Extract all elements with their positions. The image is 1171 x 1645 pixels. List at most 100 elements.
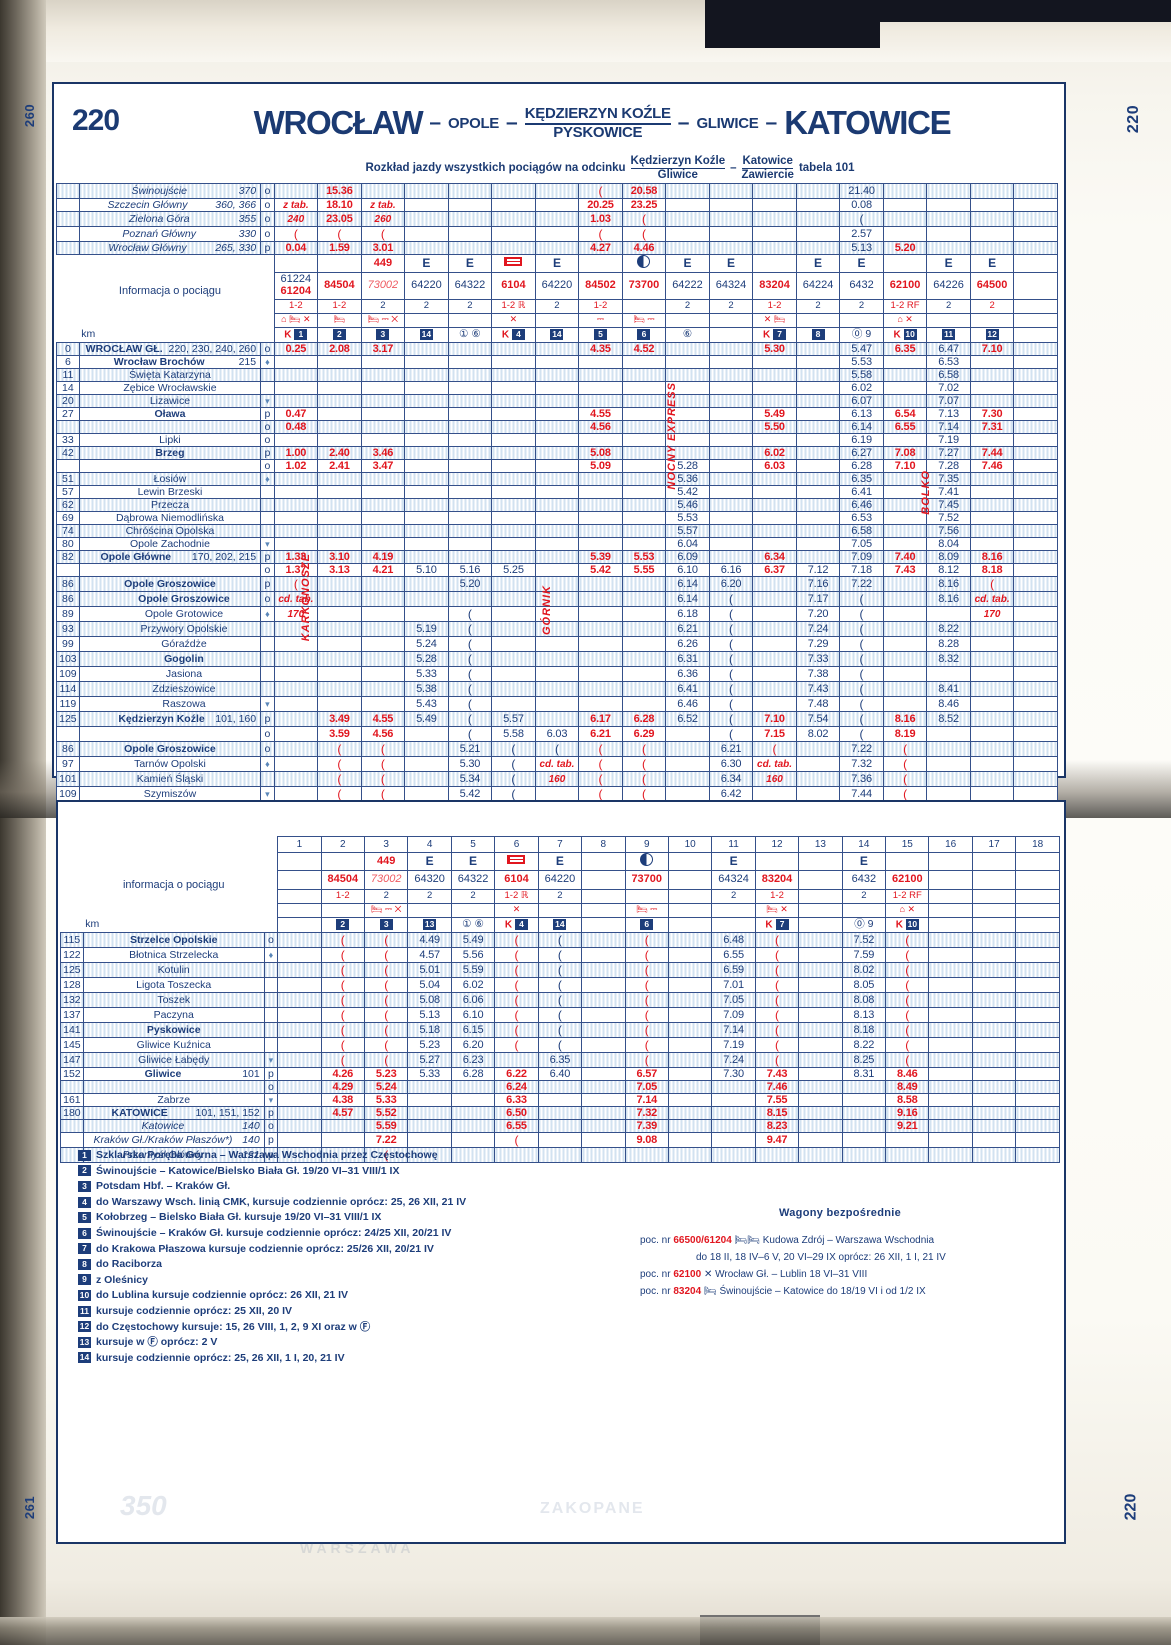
train-note-cell[interactable]: 5 [578,326,623,343]
train-number-cell[interactable]: 62100 [885,869,930,890]
train-note-cell[interactable]: 2 [320,916,366,933]
train-note-cell[interactable]: 14 [404,326,449,343]
train-note-cell[interactable]: K 4 [494,916,539,933]
train-number-cell[interactable]: 6104 [491,271,536,300]
train-number-cell[interactable] [277,869,322,890]
train-note-cell[interactable]: K 1 [273,326,319,343]
train-note-cell[interactable] [971,916,1017,933]
train-note-cell[interactable] [798,916,843,933]
train-number-cell[interactable]: 73002 [363,869,409,890]
time-value: 6.42 [720,787,742,800]
train-note-cell[interactable]: K 10 [885,916,930,933]
train-note-cell[interactable]: K 4 [491,326,536,343]
train-note-cell[interactable]: ① ⑥ [447,326,493,343]
time-cell [665,380,710,395]
train-number-cell[interactable]: 73700 [621,271,667,300]
footnote-marker[interactable]: 12 [985,328,999,340]
train-number-cell[interactable]: 64322 [447,271,493,300]
footnote-marker[interactable]: 3 [376,328,390,340]
train-note-cell[interactable] [277,916,322,933]
train-number-cell[interactable] [1013,271,1058,300]
train-number-cell[interactable]: 64324 [708,271,754,300]
train-note-cell[interactable]: ⓪ 9 [839,326,884,343]
train-note-cell[interactable]: 14 [534,326,580,343]
footnote-marker[interactable]: 8 [811,328,825,340]
footnote-marker[interactable]: 7 [773,328,787,340]
train-note-cell[interactable]: ⓪ 9 [841,916,887,933]
train-number-cell[interactable]: 64226 [926,271,971,300]
train-number-cell[interactable]: 84504 [317,271,362,300]
train-note-cell[interactable]: 12 [969,326,1015,343]
train-note-cell[interactable]: 6 [621,326,667,343]
train-note-cell[interactable]: 11 [926,326,971,343]
train-note-cell[interactable] [1015,916,1060,933]
train-note-cell[interactable]: 8 [795,326,841,343]
train-number-cell[interactable]: 83204 [752,271,797,300]
train-note-cell[interactable]: K 10 [882,326,928,343]
train-number-cell[interactable]: 64500 [969,271,1015,300]
footnote-marker[interactable]: 7 [775,918,789,930]
footnote-marker[interactable]: 3 [379,918,393,930]
time-cell: 7.31 [969,419,1015,434]
train-number-cell[interactable]: 61224 61204 [273,271,319,300]
train-number-cell[interactable] [581,869,626,890]
train-note-cell[interactable] [711,916,756,933]
train-number-cell[interactable] [798,869,843,890]
no-stop-cell: ( [839,725,884,742]
train-note-cell[interactable] [928,916,973,933]
train-number-cell[interactable]: 64224 [795,271,841,300]
footnote-marker[interactable]: 11 [942,328,956,340]
footnote-marker[interactable]: 10 [903,328,917,340]
train-note-cell[interactable] [667,916,713,933]
footnote-marker[interactable]: 6 [637,328,651,340]
footnote-marker[interactable]: 14 [419,328,433,340]
footnote-marker[interactable]: 2 [332,328,346,340]
train-number-cell[interactable] [971,869,1017,890]
train-number-cell[interactable]: 62100 [882,271,928,300]
train-number-cell[interactable]: 64222 [665,271,710,300]
footnote-marker[interactable]: 6 [640,918,654,930]
time-cell [928,1105,973,1120]
train-number-cell[interactable] [1015,869,1060,890]
train-number-cell[interactable]: 6432 [841,869,887,890]
train-note-cell[interactable]: 6 [624,916,669,933]
train-number-cell[interactable]: 64220 [537,869,583,890]
train-note-cell[interactable] [581,916,626,933]
train-number-cell[interactable]: 83204 [754,869,800,890]
footnote-marker[interactable]: 5 [593,328,607,340]
train-note-cell[interactable]: ⑥ [665,326,710,343]
footnote-marker[interactable]: 13 [423,918,437,930]
train-number-cell[interactable]: 84504 [320,869,366,890]
train-number-cell[interactable]: 6104 [494,869,539,890]
footnote-marker[interactable]: 4 [515,918,529,930]
train-note-cell[interactable] [708,326,754,343]
train-number-cell[interactable]: 73002 [360,271,406,300]
train-number-cell[interactable] [667,869,713,890]
train-number-cell[interactable]: 6432 [839,271,884,300]
train-note-cell[interactable]: 3 [360,326,406,343]
train-number-cell[interactable]: 84502 [578,271,623,300]
train-note-cell[interactable]: ① ⑥ [450,916,496,933]
train-number-cell[interactable]: 73700 [624,869,669,890]
train-note-cell[interactable]: K 7 [754,916,800,933]
train-note-cell[interactable]: K 7 [752,326,797,343]
train-note-cell[interactable]: 14 [537,916,583,933]
train-note-cell[interactable]: 13 [407,916,452,933]
train-number-cell[interactable] [928,869,973,890]
train-note-cell[interactable]: 2 [317,326,362,343]
no-stop-marker: ( [641,771,646,786]
train-number-cell[interactable]: 64324 [711,869,756,890]
train-number-cell[interactable]: 64220 [404,271,449,300]
footnote-marker[interactable]: 10 [905,918,919,930]
train-number-cell[interactable]: 64322 [450,869,496,890]
footnote-marker[interactable]: 14 [553,918,567,930]
train-number-cell[interactable]: 64320 [407,869,452,890]
footnote-marker[interactable]: 4 [512,328,525,340]
time-cell [882,536,928,551]
footnote-marker[interactable]: 2 [336,918,350,930]
train-note-cell[interactable]: 3 [363,916,409,933]
train-number-cell[interactable]: 64220 [534,271,580,300]
footnote-marker[interactable]: 1 [294,328,308,340]
footnote-marker[interactable]: 14 [550,328,564,340]
train-note-cell[interactable] [1013,326,1058,343]
